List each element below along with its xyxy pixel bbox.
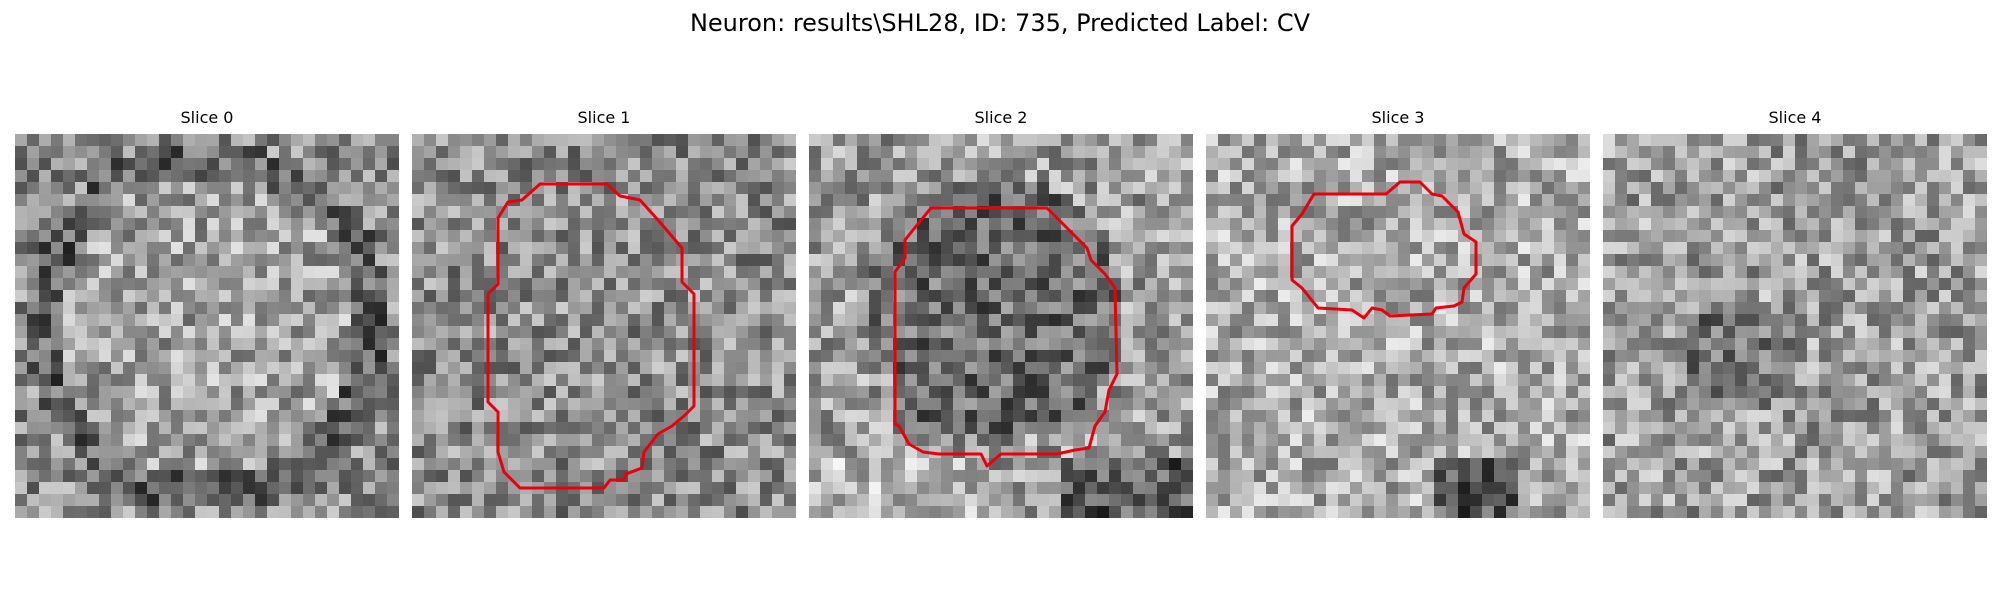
slice-panel-0: Slice 0 [15, 108, 399, 518]
segmentation-contour [486, 182, 696, 490]
slice-panel-3: Slice 3 [1206, 108, 1590, 518]
slice-image [412, 134, 796, 518]
slice-title: Slice 3 [1371, 108, 1425, 127]
slice-panel-1: Slice 1 [412, 108, 796, 518]
segmentation-contour [893, 206, 1119, 468]
slice-image [1206, 134, 1590, 518]
slice-image [15, 134, 399, 518]
figure-title: Neuron: results\SHL28, ID: 735, Predicte… [689, 9, 1311, 37]
slice-title: Slice 2 [974, 108, 1028, 127]
slice-image [1603, 134, 1987, 518]
slice-image [809, 134, 1193, 518]
slice-title: Slice 0 [180, 108, 234, 127]
slice-panel-2: Slice 2 [809, 108, 1193, 518]
slice-title: Slice 1 [577, 108, 631, 127]
slice-panel-4: Slice 4 [1603, 108, 1987, 518]
slice-title: Slice 4 [1768, 108, 1822, 127]
segmentation-contour [1290, 180, 1478, 320]
